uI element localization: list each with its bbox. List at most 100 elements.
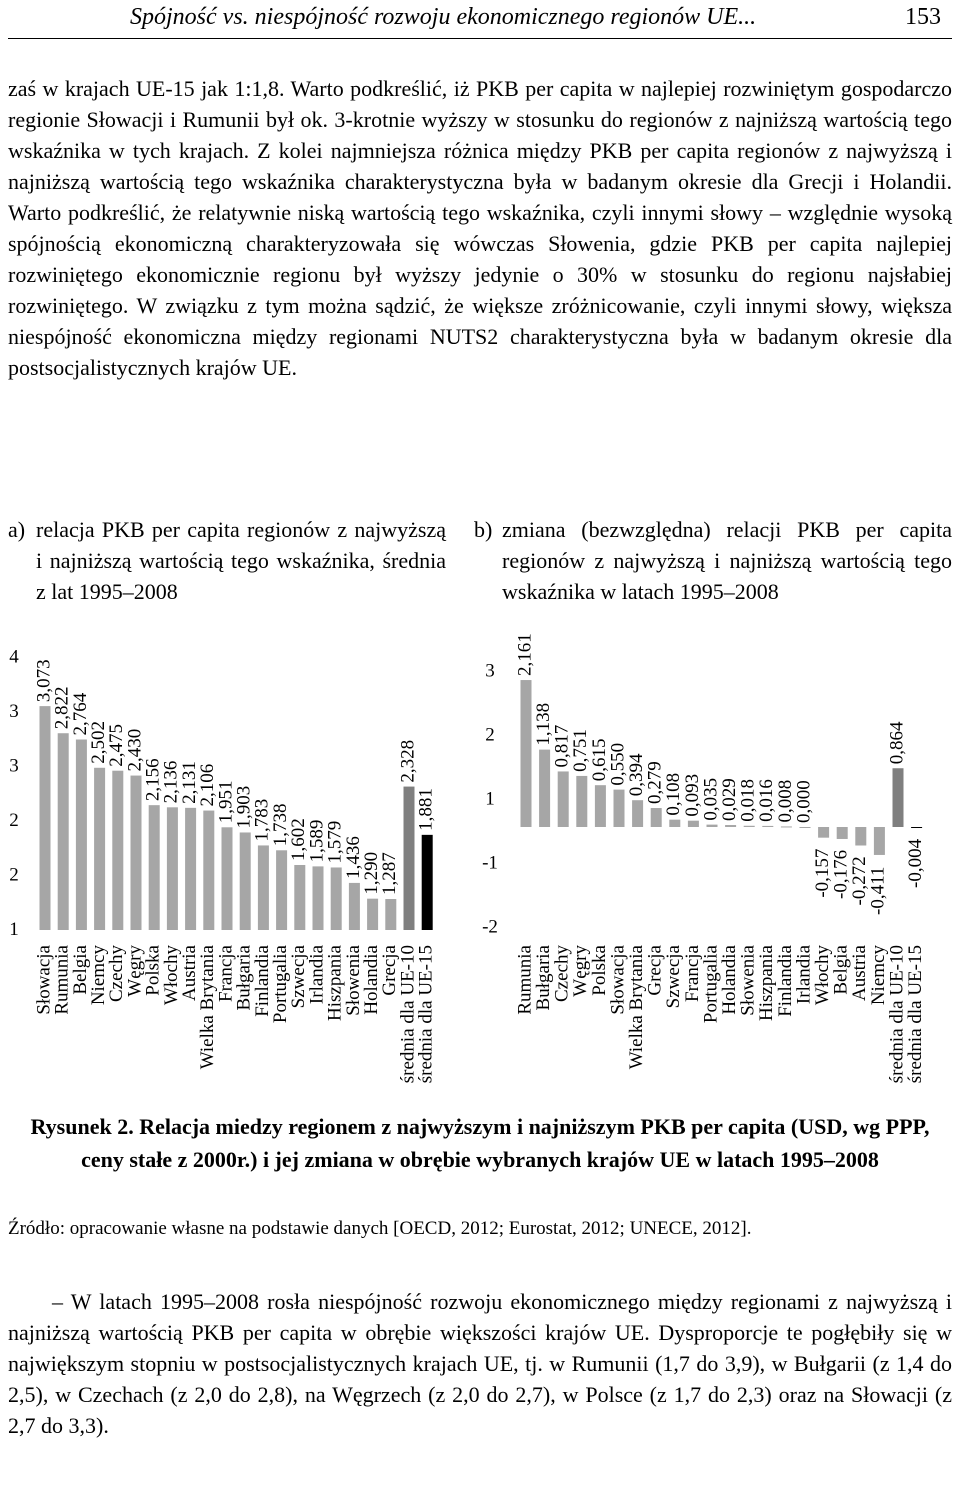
value-label: 2,764: [70, 692, 91, 735]
category-label: Rumunia: [52, 944, 73, 1014]
category-label: Niemcy: [88, 945, 109, 1006]
subcaption-a-lead: a): [8, 517, 26, 542]
bar: [330, 867, 342, 930]
bar: [855, 827, 867, 846]
bar: [669, 819, 681, 827]
category-label: Belgia: [831, 944, 852, 994]
category-label: Włochy: [161, 945, 182, 1006]
category-label: Irlandia: [306, 944, 327, 1004]
body-paragraph-1: zaś w krajach UE-15 jak 1:1,8. Warto pod…: [8, 76, 952, 380]
y-tick-label: 1: [9, 919, 19, 940]
bar: [185, 807, 197, 930]
bar: [799, 827, 811, 828]
category-label: Szwecja: [288, 944, 309, 1008]
category-label: Szwecja: [663, 944, 684, 1008]
category-label: Finlandia: [252, 944, 273, 1016]
value-label: -0,157: [812, 849, 833, 898]
bar: [203, 810, 215, 930]
category-label: średnia dla UE-15: [416, 945, 437, 1083]
bar: [539, 749, 551, 827]
bar: [403, 786, 415, 930]
value-label: 0,016: [756, 779, 777, 822]
category-label: Słowenia: [343, 944, 364, 1015]
value-label: 1,738: [270, 804, 291, 847]
y-tick-label: 3: [485, 660, 495, 681]
bar: [594, 785, 606, 827]
category-label: Holandia: [361, 944, 382, 1014]
value-label: 0,279: [645, 761, 666, 804]
subcaption-a-text: relacja PKB per capita regionów z najwyż…: [36, 517, 446, 604]
category-label: Polska: [589, 944, 610, 995]
bar: [421, 834, 433, 930]
y-tick-label: 2: [485, 724, 495, 745]
bar: [94, 767, 106, 930]
value-label: 1,903: [234, 786, 255, 829]
bar: [276, 850, 288, 930]
value-label: 1,602: [288, 818, 309, 861]
bar: [650, 808, 662, 827]
body-paragraph-2: – W latach 1995–2008 rosła niespójność r…: [8, 1289, 952, 1438]
subcaption-b-text: zmiana (bezwzględna) relacji PKB per cap…: [502, 517, 952, 604]
value-label: 0,550: [607, 743, 628, 786]
value-label: -0,176: [831, 850, 852, 899]
header-rule: [8, 38, 952, 39]
bar: [613, 789, 625, 827]
y-tick-label: -2: [482, 916, 498, 937]
bar: [762, 825, 774, 827]
value-label: 2,106: [197, 764, 218, 807]
value-label: 2,328: [397, 740, 418, 783]
category-label: Wielka Brytania: [197, 944, 218, 1069]
value-label: 2,475: [106, 724, 127, 767]
category-label: Belgia: [70, 944, 91, 994]
category-label: Wielka Brytania: [626, 944, 647, 1069]
category-label: Węgry: [124, 945, 145, 997]
value-label: 0,817: [552, 725, 573, 768]
y-tick-label: 3: [9, 701, 19, 722]
bar: [148, 805, 160, 930]
category-label: Grecja: [645, 944, 666, 995]
category-label: Bułgaria: [234, 944, 255, 1010]
value-label: -0,004: [905, 838, 926, 888]
y-tick-label: 1: [485, 788, 495, 809]
value-label: 2,131: [179, 761, 200, 804]
bar: [873, 827, 885, 855]
bar: [557, 771, 569, 827]
value-label: 2,136: [161, 761, 182, 804]
category-label: Niemcy: [868, 945, 889, 1006]
value-label: 2,156: [143, 758, 164, 801]
bar: [818, 827, 830, 838]
category-label: Hiszpania: [325, 944, 346, 1021]
category-label: Rumunia: [514, 944, 535, 1014]
chart-b: 3 2 1 -1 -2 2,161 Rumunia 1,138 Bułgaria 0,817 Cze…: [482, 633, 926, 1083]
value-label: 0,035: [700, 778, 721, 821]
value-label: -0,411: [868, 867, 889, 915]
bar: [57, 733, 69, 930]
value-label: 1,589: [306, 820, 327, 863]
category-label: Słowacja: [33, 944, 54, 1014]
bar: [130, 775, 142, 930]
category-label: Austria: [179, 944, 200, 1001]
value-label: 0,108: [663, 773, 684, 816]
bar: [367, 898, 379, 930]
category-label: Holandia: [719, 944, 740, 1014]
value-label: 0,018: [738, 779, 759, 822]
bar: [911, 827, 923, 828]
y-tick-label: 2: [9, 810, 19, 831]
bar: [312, 866, 324, 930]
value-label: 2,822: [52, 686, 73, 729]
category-label: średnia dla UE-10: [397, 945, 418, 1083]
category-label: Bułgaria: [533, 944, 554, 1010]
value-label: 1,287: [379, 852, 400, 895]
bar: [221, 827, 233, 930]
bar: [166, 807, 178, 930]
category-label: Słowenia: [738, 944, 759, 1015]
bar: [576, 775, 588, 827]
figure-caption: Rysunek 2. Relacja miedzy regionem z naj…: [30, 1114, 930, 1172]
category-label: Czechy: [552, 945, 573, 1002]
running-title: Spójność vs. niespójność rozwoju ekonomi…: [130, 4, 757, 30]
value-label: 0,615: [589, 738, 610, 781]
category-label: Francja: [215, 944, 236, 1002]
bar: [257, 845, 269, 930]
category-label: Polska: [143, 944, 164, 995]
chart-a: 4 3 3 2 2 1 3,073 Słowacja 2,822 Rumunia 2,764 Belg…: [9, 646, 437, 1083]
